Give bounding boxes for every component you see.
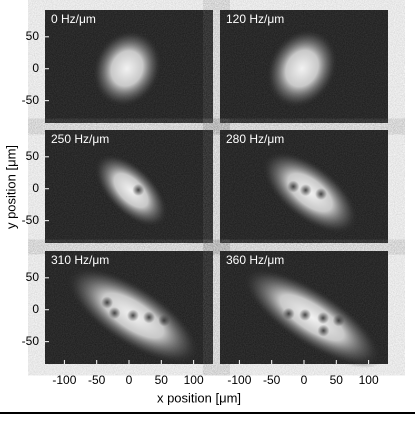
vortex: [299, 184, 312, 197]
y-tick-label: 50: [26, 270, 40, 284]
vortex: [158, 314, 171, 327]
cloud: [93, 153, 169, 228]
cloud-density: [241, 267, 383, 368]
panel-label: 250 Hz/μm: [51, 132, 109, 146]
panel-label: 280 Hz/μm: [226, 132, 284, 146]
vortex: [299, 308, 312, 321]
panel-label: 120 Hz/μm: [226, 12, 284, 26]
x-tick-label: 0: [301, 373, 308, 387]
panel-label: 310 Hz/μm: [51, 253, 109, 267]
x-tick-label: 50: [155, 373, 169, 387]
vortex: [332, 314, 345, 327]
x-axis-label: x position [μm]: [157, 390, 241, 405]
vortex: [317, 312, 330, 325]
x-tick-label: 0: [126, 373, 133, 387]
y-tick-label: -50: [22, 93, 40, 107]
x-tick-label: -50: [263, 373, 281, 387]
vortex: [108, 307, 121, 320]
x-tick-label: 100: [184, 373, 204, 387]
vortex: [317, 324, 330, 337]
vortex: [287, 180, 300, 193]
y-axis-label: y position [μm]: [3, 145, 18, 229]
x-tick-label: -100: [227, 373, 251, 387]
vortex: [282, 307, 295, 320]
x-tick-label: -100: [52, 373, 76, 387]
cloud: [265, 28, 339, 109]
y-tick-label: 0: [32, 302, 39, 316]
cloud: [91, 29, 163, 108]
x-tick-label: -50: [88, 373, 106, 387]
cloud-density: [91, 29, 163, 108]
x-tick-label: 100: [359, 373, 379, 387]
cloud: [241, 267, 383, 368]
vortex: [132, 183, 145, 196]
panel-label: 0 Hz/μm: [51, 12, 96, 26]
cloud: [65, 266, 201, 365]
vortex: [127, 309, 139, 322]
panel-label: 360 Hz/μm: [226, 253, 284, 267]
vortex: [101, 296, 114, 309]
vortex: [142, 311, 155, 324]
cloud: [261, 150, 359, 235]
y-tick-label: -50: [22, 334, 40, 348]
y-tick-label: -50: [22, 213, 40, 227]
cloud-density: [93, 153, 169, 228]
vortex: [315, 187, 328, 200]
cloud-density: [265, 28, 339, 109]
y-tick-label: 50: [26, 29, 40, 43]
x-tick-label: 50: [330, 373, 344, 387]
y-tick-label: 50: [26, 149, 40, 163]
y-tick-label: 0: [32, 61, 39, 75]
y-tick-label: 0: [32, 181, 39, 195]
